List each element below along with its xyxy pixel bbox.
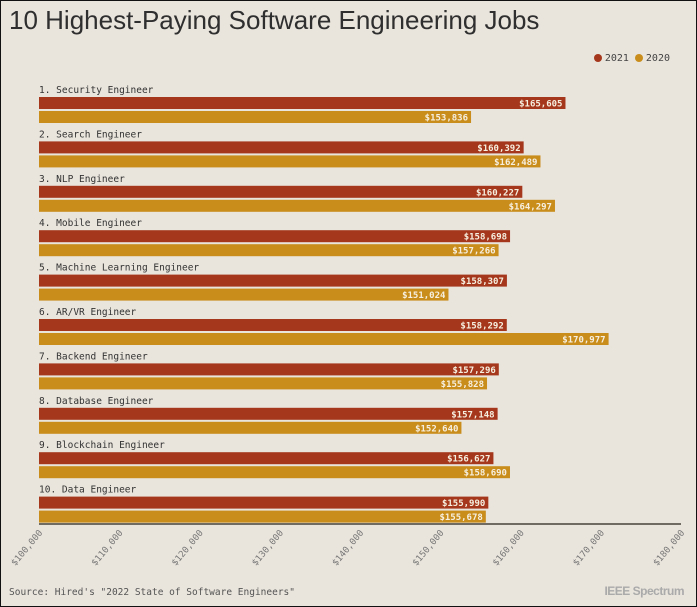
bar-value-label: $160,227 <box>476 188 519 198</box>
bar-value-label: $158,690 <box>464 469 507 479</box>
bar-value-label: $157,148 <box>451 410 494 420</box>
bar-2021 <box>39 407 498 420</box>
x-tick-label: $120,000 <box>170 529 206 569</box>
bar-value-label: $160,392 <box>477 144 520 154</box>
x-tick-label: $140,000 <box>331 529 367 569</box>
legend-swatch-2021 <box>593 54 602 62</box>
category-label: 1. Security Engineer <box>39 85 154 96</box>
x-tick-label: $160,000 <box>491 529 527 569</box>
category-label: 9. Blockchain Engineer <box>39 440 165 451</box>
bar-2020 <box>39 510 486 523</box>
bar-2021 <box>39 230 511 243</box>
bar-value-label: $162,489 <box>494 158 537 168</box>
bar-2020 <box>39 288 449 301</box>
bar-value-label: $152,640 <box>415 424 458 434</box>
bar-2021 <box>39 141 524 154</box>
bar-2020 <box>39 244 499 257</box>
chart-title: 10 Highest-Paying Software Engineering J… <box>9 5 540 35</box>
x-tick-label: $130,000 <box>251 529 287 569</box>
bar-2021 <box>39 319 507 331</box>
legend-item-2020: 2020 <box>634 53 670 64</box>
bar-2021 <box>39 185 523 198</box>
bar-value-label: $153,836 <box>425 114 468 124</box>
bar-2021 <box>39 452 494 465</box>
bar-value-label: $158,292 <box>460 322 503 332</box>
bar-2020 <box>39 421 462 434</box>
bar-2020 <box>39 377 488 390</box>
category-label: 8. Database Engineer <box>39 396 154 407</box>
bar-2020 <box>39 155 541 168</box>
x-tick-label: $150,000 <box>411 529 447 569</box>
bar-value-label: $156,627 <box>447 455 490 465</box>
legend-label: 2020 <box>645 53 670 64</box>
bar-value-label: $155,678 <box>439 513 482 523</box>
bar-2021 <box>39 274 507 287</box>
bar-2020 <box>39 199 555 212</box>
category-label: 7. Backend Engineer <box>39 351 148 362</box>
category-label: 5. Machine Learning Engineer <box>39 263 199 274</box>
bar-2020 <box>39 466 510 479</box>
bar-value-label: $155,990 <box>442 499 485 509</box>
x-tick-label: $100,000 <box>10 529 46 569</box>
category-label: 6. AR/VR Engineer <box>39 307 137 318</box>
legend-label: 2021 <box>604 53 629 64</box>
legend-item-2021: 2021 <box>593 53 629 64</box>
bar-2021 <box>39 363 499 376</box>
bar-2021 <box>39 496 489 509</box>
source-note: Source: Hired's "2022 State of Software … <box>9 587 295 598</box>
x-tick-label: $170,000 <box>572 529 608 569</box>
bar-value-label: $158,307 <box>461 277 504 287</box>
bar-2020 <box>39 111 472 123</box>
legend-swatch-2020 <box>634 54 643 62</box>
bar-2020 <box>39 333 609 345</box>
bar-2021 <box>39 97 566 109</box>
logo: IEEE Spectrum <box>604 584 684 598</box>
bar-value-label: $157,266 <box>452 247 495 257</box>
category-label: 2. Search Engineer <box>39 129 142 140</box>
bar-value-label: $157,296 <box>452 366 495 376</box>
category-label: 4. Mobile Engineer <box>39 218 142 229</box>
bar-value-label: $155,828 <box>441 380 484 390</box>
x-tick-label: $110,000 <box>90 529 126 569</box>
x-tick-label: $180,000 <box>652 529 688 569</box>
bar-value-label: $151,024 <box>402 291 446 301</box>
bar-value-label: $164,297 <box>509 202 552 212</box>
category-label: 10. Data Engineer <box>39 485 137 496</box>
category-label: 3. NLP Engineer <box>39 174 125 185</box>
legend: 2021 2020 <box>593 53 670 64</box>
bar-value-label: $165,605 <box>519 100 562 110</box>
bar-value-label: $170,977 <box>562 336 605 346</box>
bar-value-label: $158,698 <box>464 233 507 243</box>
